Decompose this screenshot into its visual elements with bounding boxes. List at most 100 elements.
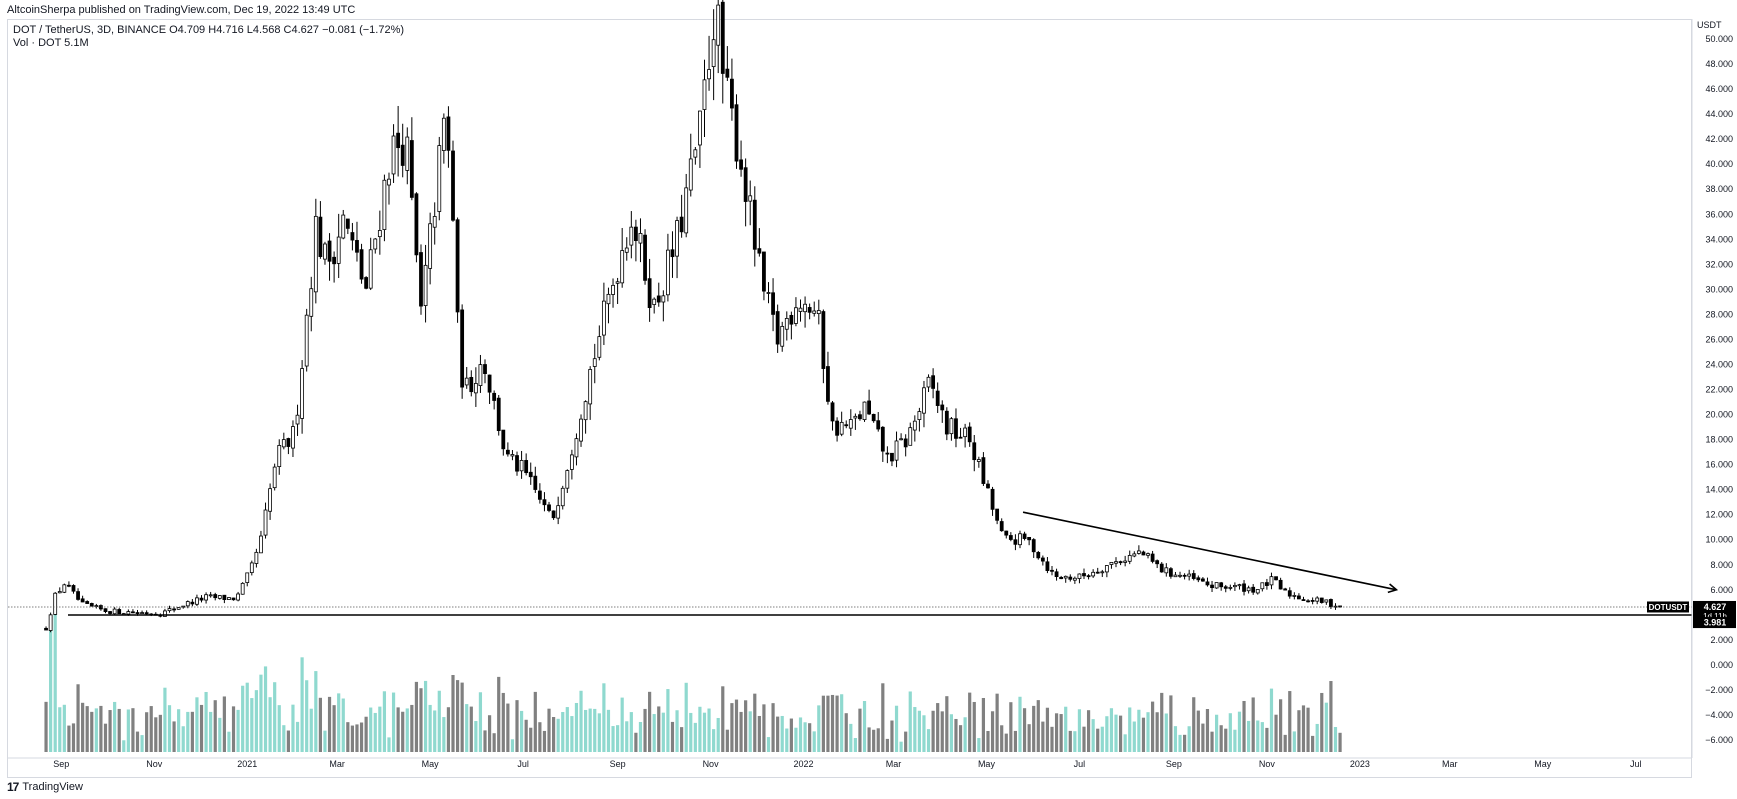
candle-body bbox=[885, 452, 890, 455]
volume-bar bbox=[524, 719, 528, 752]
volume-bar bbox=[437, 690, 441, 752]
candle-body bbox=[108, 611, 112, 614]
candle-body bbox=[204, 594, 208, 601]
volume-bar bbox=[1036, 700, 1040, 752]
volume-bar bbox=[675, 710, 679, 752]
candle-body bbox=[1260, 582, 1265, 590]
volume-bar bbox=[1045, 707, 1050, 752]
volume-bar bbox=[218, 717, 222, 752]
candle-body bbox=[1100, 571, 1105, 574]
candle-body bbox=[944, 410, 949, 435]
candle-body bbox=[1306, 600, 1310, 603]
time-tick-label: 2021 bbox=[237, 759, 257, 769]
volume-bar bbox=[387, 737, 391, 752]
time-tick-label: Sep bbox=[610, 759, 626, 769]
candle-body bbox=[597, 336, 602, 358]
candle-body bbox=[807, 307, 812, 313]
volume-bar bbox=[1306, 707, 1310, 752]
candle-body bbox=[647, 278, 652, 309]
price-tick-label: 30.000 bbox=[1705, 284, 1733, 294]
legend-symbol[interactable]: DOT / TetherUS, 3D, BINANCE bbox=[13, 24, 167, 36]
volume-bar bbox=[295, 721, 300, 752]
volume-bar bbox=[926, 729, 931, 752]
legend-open: O4.709 bbox=[169, 24, 206, 36]
volume-bar bbox=[446, 707, 451, 752]
candle-body bbox=[304, 314, 309, 367]
volume-bar bbox=[1018, 696, 1022, 752]
legend-volume-label[interactable]: Vol · DOT bbox=[13, 37, 62, 49]
volume-bar bbox=[1059, 714, 1063, 752]
volume-bar bbox=[1155, 712, 1159, 752]
candle-body bbox=[748, 195, 753, 202]
candle-body bbox=[350, 232, 355, 241]
candle-body bbox=[446, 116, 451, 151]
price-tick-label: 18.000 bbox=[1705, 435, 1733, 445]
volume-bar bbox=[739, 711, 743, 752]
trendline-arrowhead bbox=[1387, 583, 1399, 594]
volume-bar bbox=[844, 713, 848, 752]
candle-body bbox=[1182, 574, 1187, 577]
volume-bar bbox=[465, 704, 469, 752]
price-tick-label: 2.000 bbox=[1710, 635, 1733, 645]
volume-bar bbox=[44, 701, 48, 752]
candle-body bbox=[240, 582, 245, 595]
volume-bar bbox=[1274, 714, 1278, 752]
candle-body bbox=[254, 551, 259, 564]
price-tick-label: 36.000 bbox=[1705, 209, 1733, 219]
volume-bar bbox=[707, 708, 711, 752]
candle-body bbox=[300, 368, 305, 419]
volume-bar bbox=[1269, 688, 1274, 752]
candle-body bbox=[967, 426, 972, 443]
volume-bar bbox=[373, 712, 377, 752]
volume-bar bbox=[611, 726, 615, 752]
tradingview-logo-icon[interactable]: 17 bbox=[7, 780, 19, 794]
candle-body bbox=[606, 293, 611, 305]
volume-bar bbox=[766, 737, 771, 752]
candle-body bbox=[1246, 587, 1251, 592]
candle-body bbox=[400, 144, 405, 166]
candle-body bbox=[1004, 530, 1009, 536]
volume-bar bbox=[1228, 713, 1232, 752]
time-tick-label: Nov bbox=[1259, 759, 1276, 769]
volume-bar bbox=[1109, 708, 1114, 752]
candle-body bbox=[565, 470, 570, 489]
candle-body bbox=[76, 591, 80, 600]
volume-bar bbox=[981, 697, 986, 752]
volume-bar bbox=[117, 708, 121, 752]
candle-body bbox=[57, 591, 62, 594]
candle-body bbox=[917, 411, 922, 420]
candle-body bbox=[144, 612, 149, 615]
candle-body bbox=[702, 79, 707, 110]
candle-body bbox=[1123, 560, 1128, 563]
candle-body bbox=[1292, 595, 1297, 597]
volume-bar bbox=[309, 708, 313, 752]
tradingview-brand[interactable]: TradingView bbox=[22, 781, 83, 793]
volume-bar bbox=[798, 717, 803, 752]
candle-body bbox=[816, 310, 821, 314]
candle-body bbox=[611, 284, 615, 295]
countdown-label: 1d 11h bbox=[1703, 612, 1727, 621]
volume-bar bbox=[894, 705, 899, 752]
volume-bar bbox=[643, 708, 647, 752]
time-tick-label: Sep bbox=[53, 759, 69, 769]
volume-bar bbox=[1301, 705, 1306, 752]
volume-bar bbox=[305, 680, 309, 752]
volume-bar bbox=[1086, 710, 1091, 752]
candle-body bbox=[1127, 555, 1132, 562]
candle-body bbox=[190, 601, 195, 605]
candle-body bbox=[62, 584, 67, 593]
volume-bar bbox=[652, 714, 656, 752]
volume-bar bbox=[227, 731, 231, 752]
volume-bar bbox=[327, 696, 332, 752]
volume-bar bbox=[625, 721, 629, 752]
candle-body bbox=[103, 608, 108, 613]
volume-bar bbox=[689, 712, 693, 752]
volume-bar bbox=[561, 712, 565, 752]
candle-body bbox=[464, 377, 469, 386]
time-tick-label: May bbox=[1534, 759, 1552, 769]
volume-bar bbox=[163, 687, 167, 752]
volume-bar bbox=[684, 682, 688, 752]
volume-bar bbox=[780, 715, 784, 752]
volume-bar bbox=[158, 714, 162, 752]
